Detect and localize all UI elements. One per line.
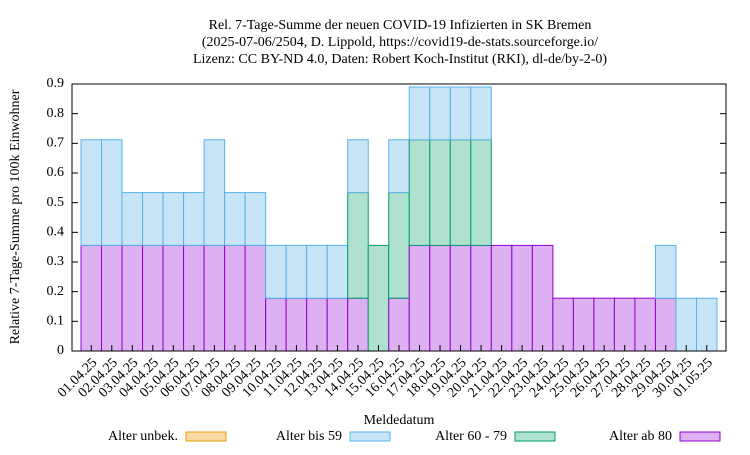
legend-swatch bbox=[349, 431, 391, 442]
y-tick-label: 0.4 bbox=[47, 225, 65, 240]
y-tick-label: 0.7 bbox=[47, 136, 65, 151]
y-tick-label: 0.6 bbox=[47, 165, 65, 180]
bar-segment bbox=[347, 192, 369, 299]
bar-segment bbox=[470, 86, 492, 141]
legend-label: Alter bis 59 bbox=[276, 429, 342, 444]
bar-segment bbox=[654, 297, 677, 352]
legend-label: Alter ab 80 bbox=[609, 429, 672, 444]
y-tick-label: 0.5 bbox=[47, 195, 65, 210]
chart-title: (2025-07-06/2504, D. Lippold, https://co… bbox=[202, 35, 598, 50]
bar-segment bbox=[183, 192, 205, 246]
bar-segment bbox=[162, 244, 185, 352]
bar-segment bbox=[326, 297, 349, 352]
bar-segment bbox=[142, 244, 164, 352]
chart-title: Rel. 7-Tage-Summe der neuen COVID-19 Inf… bbox=[209, 18, 592, 33]
bar-segment bbox=[367, 244, 390, 352]
plot-frame bbox=[71, 83, 727, 352]
bar-segment bbox=[224, 244, 246, 352]
x-axis-label: Meldedatum bbox=[364, 413, 435, 428]
bar-segment bbox=[429, 86, 451, 141]
bar-segment bbox=[408, 244, 431, 352]
bar-segment bbox=[183, 244, 205, 352]
bar-segment bbox=[675, 297, 697, 352]
y-tick-label: 0.2 bbox=[47, 284, 65, 299]
bar-segment bbox=[449, 86, 472, 141]
bar-segment bbox=[552, 297, 574, 352]
bar-segment bbox=[203, 244, 226, 352]
bar-segment bbox=[142, 192, 164, 246]
legend-swatch bbox=[514, 431, 556, 442]
bar-segment bbox=[572, 297, 595, 352]
bar-segment bbox=[306, 244, 328, 299]
bar-segment bbox=[449, 139, 472, 246]
y-tick-label: 0.3 bbox=[47, 254, 65, 269]
bar-segment bbox=[654, 244, 677, 299]
bar-segment bbox=[470, 244, 492, 352]
legend-label: Alter 60 - 79 bbox=[435, 429, 507, 444]
bar-segment bbox=[470, 139, 492, 246]
bar-segment bbox=[388, 139, 410, 194]
legend-swatch bbox=[185, 431, 227, 442]
y-tick-label: 0.9 bbox=[47, 76, 65, 91]
bar-segment bbox=[80, 139, 103, 246]
bar-segment bbox=[285, 297, 308, 352]
bar-segment bbox=[101, 139, 123, 246]
bar-segment bbox=[80, 244, 103, 352]
bar-segment bbox=[224, 192, 246, 246]
bar-segment bbox=[388, 297, 410, 352]
bar-segment bbox=[634, 297, 656, 352]
bar-segment bbox=[388, 192, 410, 299]
bar-segment bbox=[429, 139, 451, 246]
bar-segment bbox=[121, 192, 144, 246]
bar-segment bbox=[429, 244, 451, 352]
legend-label: Alter unbek. bbox=[108, 429, 178, 444]
bar-segment bbox=[490, 244, 513, 352]
bar-segment bbox=[613, 297, 636, 352]
bar-segment bbox=[265, 297, 287, 352]
y-tick-label: 0.1 bbox=[47, 314, 65, 329]
legend-swatch bbox=[679, 431, 721, 442]
bar-segment bbox=[347, 139, 369, 194]
bar-segment bbox=[244, 244, 267, 352]
bar-segment bbox=[101, 244, 123, 352]
bar-segment bbox=[244, 192, 267, 246]
y-tick-label: 0 bbox=[57, 343, 64, 358]
bar-segment bbox=[408, 86, 431, 141]
bar-segment bbox=[306, 297, 328, 352]
bar-segment bbox=[121, 244, 144, 352]
bar-segment bbox=[347, 297, 369, 352]
bar-segment bbox=[162, 192, 185, 246]
bar-segment bbox=[593, 297, 615, 352]
y-tick-label: 0.8 bbox=[47, 106, 65, 121]
bar-segment bbox=[326, 244, 349, 299]
bar-segment bbox=[265, 244, 287, 299]
bar-segment bbox=[408, 139, 431, 246]
bar-segment bbox=[531, 244, 554, 352]
bar-segment bbox=[695, 297, 718, 352]
bar-segment bbox=[449, 244, 472, 352]
bar-segment bbox=[203, 139, 226, 246]
bar-segment bbox=[511, 244, 533, 352]
y-axis-label: Relative 7-Tage-Summe pro 100k Einwohner bbox=[8, 89, 23, 344]
bar-segment bbox=[285, 244, 308, 299]
chart-title: Lizenz: CC BY-ND 4.0, Daten: Robert Koch… bbox=[193, 52, 607, 67]
